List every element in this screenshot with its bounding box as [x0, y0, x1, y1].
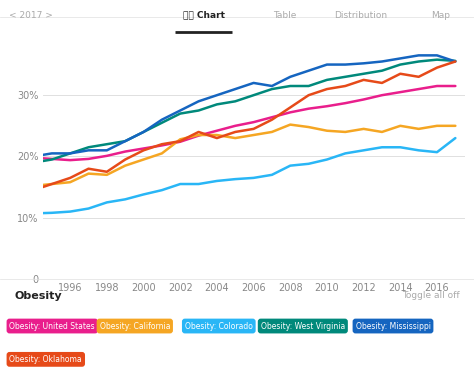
Text: Toggle all off: Toggle all off — [402, 291, 460, 300]
Text: Obesity: Obesity — [14, 291, 62, 301]
Text: Obesity: Colorado: Obesity: Colorado — [185, 322, 253, 331]
Text: Obesity: Mississippi: Obesity: Mississippi — [356, 322, 430, 331]
Text: Obesity: Oklahoma: Obesity: Oklahoma — [9, 355, 82, 364]
Text: Map: Map — [431, 11, 450, 20]
Text: Obesity: California: Obesity: California — [100, 322, 170, 331]
Text: Obesity: West Virginia: Obesity: West Virginia — [261, 322, 345, 331]
Text: Distribution: Distribution — [334, 11, 387, 20]
Text: < 2017 >: < 2017 > — [9, 11, 54, 20]
Text: ⤷⤶ Chart: ⤷⤶ Chart — [183, 11, 225, 20]
Text: Table: Table — [273, 11, 296, 20]
Text: Obesity: United States: Obesity: United States — [9, 322, 95, 331]
